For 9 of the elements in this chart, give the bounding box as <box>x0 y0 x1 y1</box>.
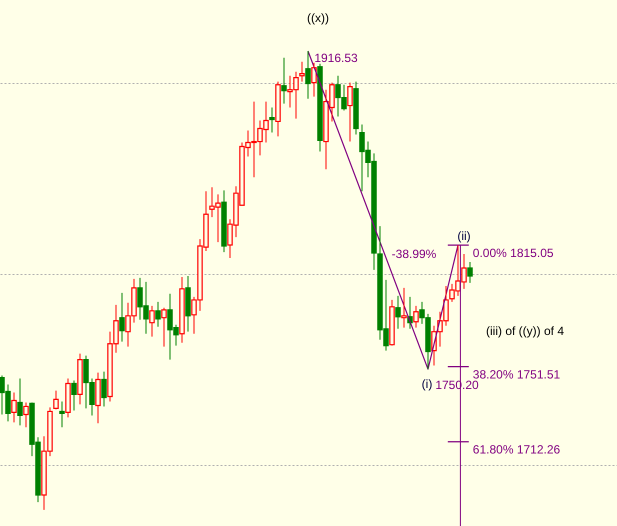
ref-line-label: 0.00% 1815.05 <box>472 246 554 260</box>
ref-line-label: 38.20% 1751.51 <box>472 368 561 382</box>
text: (iii) of ((y)) of 4 <box>486 324 564 338</box>
annotation: 1916.53 <box>314 51 358 65</box>
annotation: (i) <box>422 377 432 391</box>
annotation: (ii) <box>457 229 471 243</box>
annotation: -38.99% <box>392 247 437 261</box>
ref-line-label: 61.80% 1712.26 <box>472 442 561 457</box>
annotation: ((x)) <box>307 11 329 25</box>
